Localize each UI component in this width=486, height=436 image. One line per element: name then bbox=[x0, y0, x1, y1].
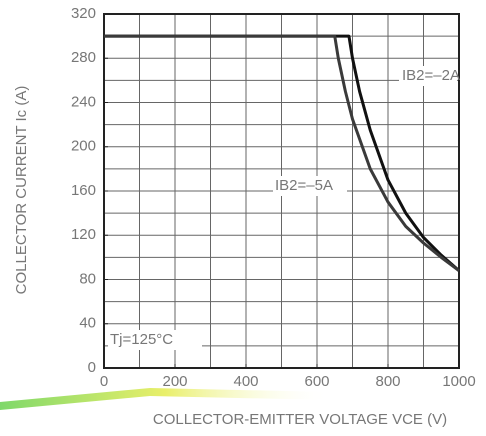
y-tick-label: 240 bbox=[71, 93, 96, 110]
x-tick-label: 1000 bbox=[442, 373, 475, 390]
y-tick-label: 40 bbox=[79, 315, 96, 332]
y-tick-label: 80 bbox=[79, 270, 96, 287]
annotation: IB2=–5A bbox=[275, 177, 333, 194]
y-tick-label: 0 bbox=[88, 359, 96, 376]
y-tick-label: 320 bbox=[71, 5, 96, 22]
data-line bbox=[104, 34, 460, 272]
y-tick-label: 200 bbox=[71, 138, 96, 155]
data-line bbox=[104, 34, 460, 272]
x-tick-label: 0 bbox=[100, 373, 108, 390]
y-tick-label: 160 bbox=[71, 182, 96, 199]
label-bg bbox=[108, 330, 202, 350]
x-tick-label: 200 bbox=[162, 373, 187, 390]
x-axis-label: COLLECTOR-EMITTER VOLTAGE VCE (V) bbox=[153, 411, 447, 428]
y-tick-label: 120 bbox=[71, 226, 96, 243]
annotation: Tj=125°C bbox=[110, 331, 173, 348]
decoration bbox=[0, 388, 330, 410]
plot-frame bbox=[103, 13, 460, 369]
x-tick-label: 600 bbox=[304, 373, 329, 390]
y-axis-label: COLLECTOR CURRENT Ic (A) bbox=[13, 86, 30, 295]
x-tick-label: 800 bbox=[375, 373, 400, 390]
y-tick-label: 280 bbox=[71, 49, 96, 66]
x-tick-label: 400 bbox=[233, 373, 258, 390]
label-bg bbox=[399, 66, 457, 86]
label-bg bbox=[273, 176, 347, 196]
annotation: IB2=–2A bbox=[402, 67, 460, 84]
